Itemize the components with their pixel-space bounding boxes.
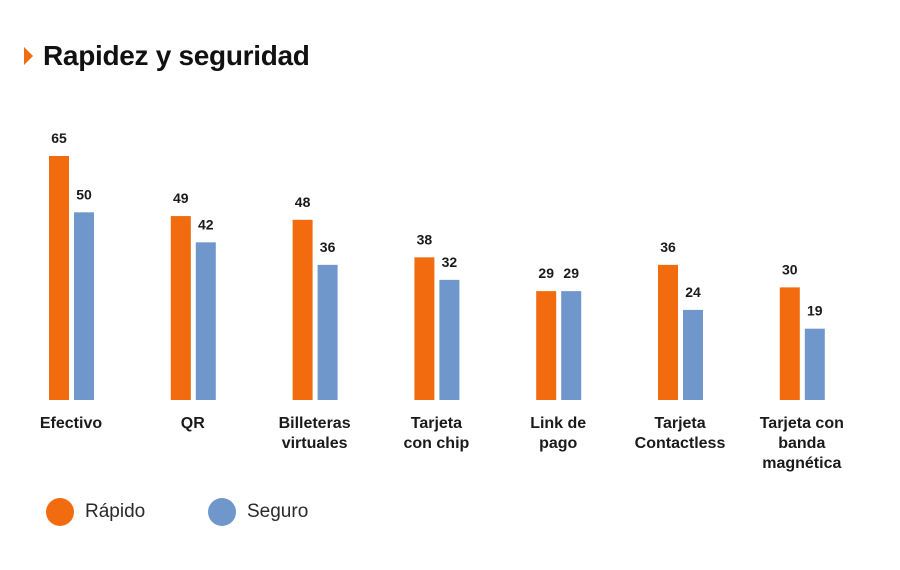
legend-label-rapido: Rápido bbox=[85, 501, 146, 522]
data-label-seguro: 36 bbox=[320, 239, 336, 255]
category-label-line: magnética bbox=[762, 455, 841, 472]
legend-item-seguro: Seguro bbox=[208, 498, 308, 526]
bar-seguro bbox=[561, 291, 582, 400]
data-label-rapido: 48 bbox=[295, 194, 311, 210]
category-label-line: Billeteras bbox=[279, 415, 351, 432]
category-label-line: con chip bbox=[404, 435, 470, 452]
category-label-line: Link de bbox=[530, 415, 586, 432]
bar-seguro bbox=[317, 264, 338, 400]
data-label-seguro: 42 bbox=[198, 216, 214, 232]
data-label-rapido: 36 bbox=[660, 239, 676, 255]
bar-rapido bbox=[658, 264, 678, 400]
bar-rapido bbox=[49, 156, 69, 400]
category-label-line: banda bbox=[778, 435, 825, 452]
category-label-line: Contactless bbox=[635, 435, 726, 452]
bar-seguro bbox=[804, 328, 825, 400]
bar-seguro bbox=[683, 309, 703, 400]
chart-title-block: Rapidez y seguridad bbox=[24, 40, 310, 72]
category-label-line: Tarjeta bbox=[654, 415, 705, 432]
bar-seguro bbox=[74, 212, 94, 400]
bar-seguro bbox=[439, 279, 460, 400]
bar-rapido bbox=[170, 216, 191, 400]
legend-swatch-seguro bbox=[208, 498, 236, 526]
data-label-rapido: 65 bbox=[51, 130, 67, 146]
bar-chart: 65 50 Efectivo 49 42 QR 48 36 Billeteras virtuale… bbox=[40, 130, 844, 472]
category-label: Tarjeta Contactless bbox=[635, 415, 726, 452]
title-arrow-icon bbox=[24, 47, 33, 65]
bar-rapido bbox=[536, 291, 557, 400]
chart-title: Rapidez y seguridad bbox=[43, 40, 310, 71]
category-label-line: Tarjeta bbox=[411, 415, 462, 432]
category-label-line: virtuales bbox=[282, 435, 348, 452]
category-label: Tarjeta con chip bbox=[404, 415, 470, 452]
data-label-seguro: 19 bbox=[807, 303, 823, 319]
data-label-rapido: 30 bbox=[782, 261, 798, 277]
category-label-line: Efectivo bbox=[40, 415, 102, 432]
bar-rapido bbox=[779, 287, 800, 400]
category-label-line: QR bbox=[181, 415, 205, 432]
data-label-rapido: 29 bbox=[538, 265, 554, 281]
category-label: Tarjeta con banda magnética bbox=[760, 415, 844, 472]
category-label-line: pago bbox=[539, 435, 577, 452]
data-label-rapido: 49 bbox=[173, 190, 189, 206]
data-label-rapido: 38 bbox=[417, 231, 433, 247]
bar-seguro bbox=[195, 242, 216, 400]
category-label-line: Tarjeta con bbox=[760, 415, 844, 432]
data-label-seguro: 50 bbox=[76, 186, 92, 202]
category-label: Link de pago bbox=[530, 415, 586, 452]
category-label: Efectivo bbox=[40, 415, 102, 432]
legend-swatch-rapido bbox=[46, 498, 74, 526]
data-label-seguro: 32 bbox=[442, 254, 458, 270]
bar-rapido bbox=[414, 257, 435, 400]
bar-rapido bbox=[292, 219, 313, 400]
legend-item-rapido: Rápido bbox=[46, 498, 145, 526]
data-label-seguro: 24 bbox=[685, 284, 701, 300]
category-label: Billeteras virtuales bbox=[279, 415, 351, 452]
category-label: QR bbox=[181, 415, 205, 432]
legend-label-seguro: Seguro bbox=[247, 501, 309, 522]
data-label-seguro: 29 bbox=[563, 265, 579, 281]
